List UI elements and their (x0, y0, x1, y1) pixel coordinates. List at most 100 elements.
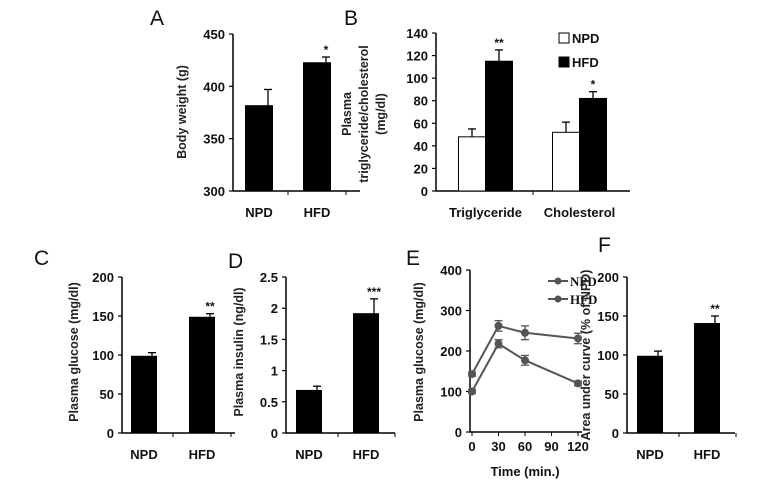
bar-npd (245, 105, 273, 191)
y-tick-label: 200 (597, 270, 619, 285)
panel-b: B 0 20 40 60 80 100 120 140 Plasma triglyceride/ch… (340, 7, 630, 220)
legend-swatch-npd (558, 32, 570, 44)
bar-hfd (694, 323, 720, 433)
y-tick-label: 0 (455, 425, 462, 440)
legend-label-npd: NPD (572, 31, 599, 46)
legend-label-hfd: HFD (570, 292, 597, 307)
significance-mark: * (591, 78, 596, 92)
bar-npd (637, 355, 663, 433)
y-tick-label: 0 (421, 184, 428, 199)
legend-label-hfd: HFD (572, 55, 599, 70)
y-tick-label: 2.5 (260, 270, 278, 285)
bar-npd (296, 389, 322, 433)
data-point-npd (468, 387, 476, 396)
significance-mark: ** (205, 300, 215, 314)
x-tick-label: HFD (694, 447, 721, 462)
x-tick-label: 90 (544, 439, 558, 454)
panel-f: F 0 50 100 150 200 Area under curve (% of NPD)… (579, 234, 737, 462)
bar-hfd-triglyceride (485, 60, 513, 192)
y-axis-title: (mg/dl) (374, 93, 388, 135)
y-tick-label: 60 (414, 116, 428, 131)
x-tick-label: NPD (245, 205, 272, 220)
data-point-npd (574, 379, 582, 388)
significance-mark: * (324, 43, 329, 57)
y-tick-label: 40 (414, 139, 428, 154)
data-point-npd (494, 339, 503, 348)
x-tick-label: Cholesterol (544, 205, 616, 220)
significance-mark: *** (367, 285, 381, 299)
y-tick-label: 350 (203, 132, 225, 147)
legend-marker-npd (554, 277, 562, 285)
y-tick-label: 0 (107, 426, 114, 441)
y-tick-label: 20 (414, 161, 428, 176)
y-tick-label: 140 (406, 26, 428, 41)
data-point-npd (521, 356, 529, 365)
x-tick-label: NPD (295, 447, 322, 462)
series-line-npd (471, 342, 579, 392)
panel-letter: E (406, 247, 420, 270)
y-tick-label: 300 (203, 184, 225, 199)
y-tick-label: 50 (605, 387, 619, 402)
significance-mark: ** (710, 302, 720, 316)
x-tick-label: 0 (468, 439, 475, 454)
y-tick-label: 0 (612, 426, 619, 441)
panel-letter: B (344, 7, 358, 30)
y-tick-label: 450 (203, 27, 225, 42)
series-line-hfd (471, 324, 579, 375)
data-point-hfd (521, 328, 529, 337)
y-axis-title: Area under curve (% of NPD) (579, 270, 593, 441)
bar-hfd (189, 316, 215, 433)
bar-hfd (353, 313, 379, 433)
y-axis-title: Plasma glucose (mg/dl) (412, 282, 426, 422)
y-tick-label: 200 (92, 270, 114, 285)
bar-npd-triglyceride (458, 136, 486, 192)
x-tick-label: HFD (304, 205, 331, 220)
panel-e: E 0 100 200 300 400 Plasma glucose (mg/dl) 0 30 6… (406, 247, 597, 479)
y-tick-label: 1.5 (260, 332, 278, 347)
legend-swatch-hfd (558, 56, 570, 68)
bar-hfd-cholesterol (579, 97, 607, 192)
y-axis-title: Plasma insulin (ng/dl) (232, 287, 246, 416)
bar-hfd (303, 62, 331, 192)
bar-npd (131, 355, 157, 433)
x-tick-label: 30 (491, 439, 505, 454)
y-tick-label: 1 (271, 364, 278, 379)
panel-c: C 0 50 100 150 200 Plasma glucose (mg/dl) NPD HF… (34, 247, 235, 462)
y-tick-label: 50 (100, 387, 114, 402)
y-axis-title: Body weight (g) (175, 65, 189, 159)
x-tick-label: Triglyceride (449, 205, 522, 220)
x-tick-label: HFD (353, 447, 380, 462)
panel-letter: C (34, 247, 49, 270)
y-axis-title: Plasma (340, 91, 354, 136)
y-tick-label: 150 (597, 309, 619, 324)
panel-a: A 300 350 400 450 Body weight (g) NPD HFD * (150, 7, 360, 220)
y-tick-label: 400 (203, 79, 225, 94)
y-tick-label: 2 (271, 301, 278, 316)
y-tick-label: 80 (414, 94, 428, 109)
panel-letter: A (150, 7, 164, 30)
x-tick-label: 60 (518, 439, 532, 454)
panel-letter: F (598, 234, 611, 257)
data-point-hfd (468, 370, 476, 379)
y-tick-label: 0 (271, 426, 278, 441)
y-tick-label: 150 (92, 309, 114, 324)
y-tick-label: 100 (406, 71, 428, 86)
y-tick-label: 120 (406, 49, 428, 64)
y-axis-title: Plasma glucose (mg/dl) (67, 282, 81, 422)
legend-marker-hfd (554, 295, 562, 303)
panel-d: D 0 0.5 1 1.5 2 2.5 Plasma insulin (ng/dl) NPD HF… (228, 250, 396, 462)
y-tick-label: 200 (440, 344, 462, 359)
x-tick-label: 120 (567, 439, 589, 454)
significance-mark: ** (494, 36, 504, 50)
data-point-hfd (494, 321, 503, 330)
y-axis-title: triglyceride/cholesterol (357, 45, 371, 183)
bar-npd-cholesterol (552, 131, 580, 192)
y-tick-label: 100 (92, 348, 114, 363)
data-point-hfd (574, 334, 582, 343)
y-tick-label: 100 (597, 348, 619, 363)
y-tick-label: 400 (440, 263, 462, 278)
x-tick-label: HFD (189, 447, 216, 462)
x-tick-label: NPD (130, 447, 157, 462)
x-tick-label: NPD (636, 447, 663, 462)
